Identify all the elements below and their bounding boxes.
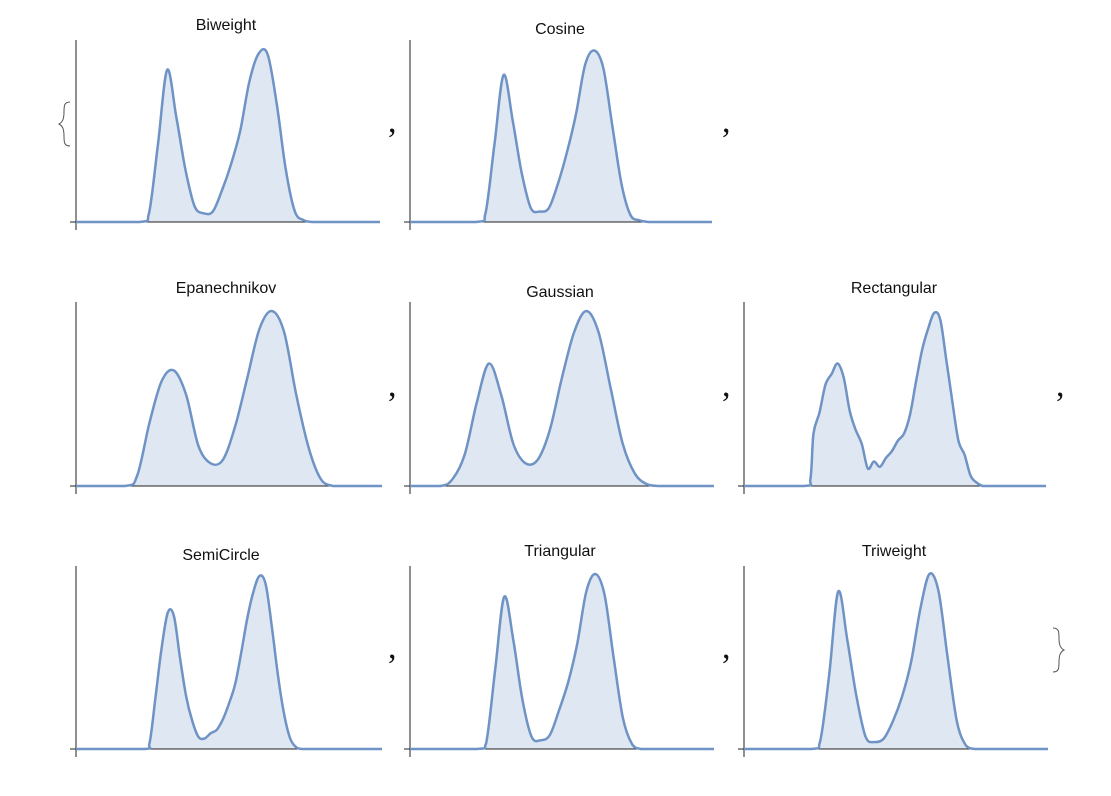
list-separator: ,	[388, 367, 397, 404]
panel-title: SemiCircle	[182, 547, 259, 564]
panel-title: Triweight	[862, 543, 927, 560]
density-area	[744, 312, 1046, 486]
density-panel: Triangular,	[404, 543, 731, 757]
density-panel: Gaussian,	[404, 284, 731, 494]
panels-group: Biweight,Cosine,Epanechnikov,Gaussian,Re…	[70, 17, 1065, 757]
density-area	[744, 573, 1048, 749]
list-separator: ,	[1056, 367, 1065, 404]
list-separator: ,	[722, 103, 731, 140]
density-area	[410, 573, 714, 749]
density-area	[76, 49, 380, 222]
panel-title: Gaussian	[526, 284, 594, 301]
density-line	[410, 309, 714, 488]
list-separator: ,	[722, 367, 731, 404]
density-line	[743, 572, 1048, 751]
close-brace	[1052, 627, 1066, 673]
density-line	[410, 49, 712, 224]
density-line	[75, 574, 382, 751]
density-line	[744, 310, 1046, 488]
panel-title: Triangular	[524, 543, 596, 560]
density-area	[76, 310, 382, 486]
open-brace	[57, 101, 71, 147]
density-area	[76, 575, 382, 749]
density-area	[410, 311, 714, 486]
density-panel: Epanechnikov,	[70, 280, 397, 494]
list-separator: ,	[388, 103, 397, 140]
density-area	[410, 50, 712, 222]
list-separator: ,	[722, 629, 731, 666]
density-panel: Triweight	[738, 543, 1048, 757]
density-line	[409, 572, 714, 751]
density-panel: Biweight,	[70, 17, 397, 230]
density-panel: Cosine,	[404, 21, 731, 230]
density-panel: Rectangular,	[738, 280, 1065, 494]
panel-title: Biweight	[196, 17, 257, 34]
panel-title: Cosine	[535, 21, 585, 38]
density-panel: SemiCircle,	[70, 547, 397, 757]
panel-title: Epanechnikov	[176, 280, 277, 297]
density-line	[76, 47, 380, 224]
panel-title: Rectangular	[851, 280, 938, 297]
density-line	[76, 309, 382, 488]
list-separator: ,	[388, 629, 397, 666]
